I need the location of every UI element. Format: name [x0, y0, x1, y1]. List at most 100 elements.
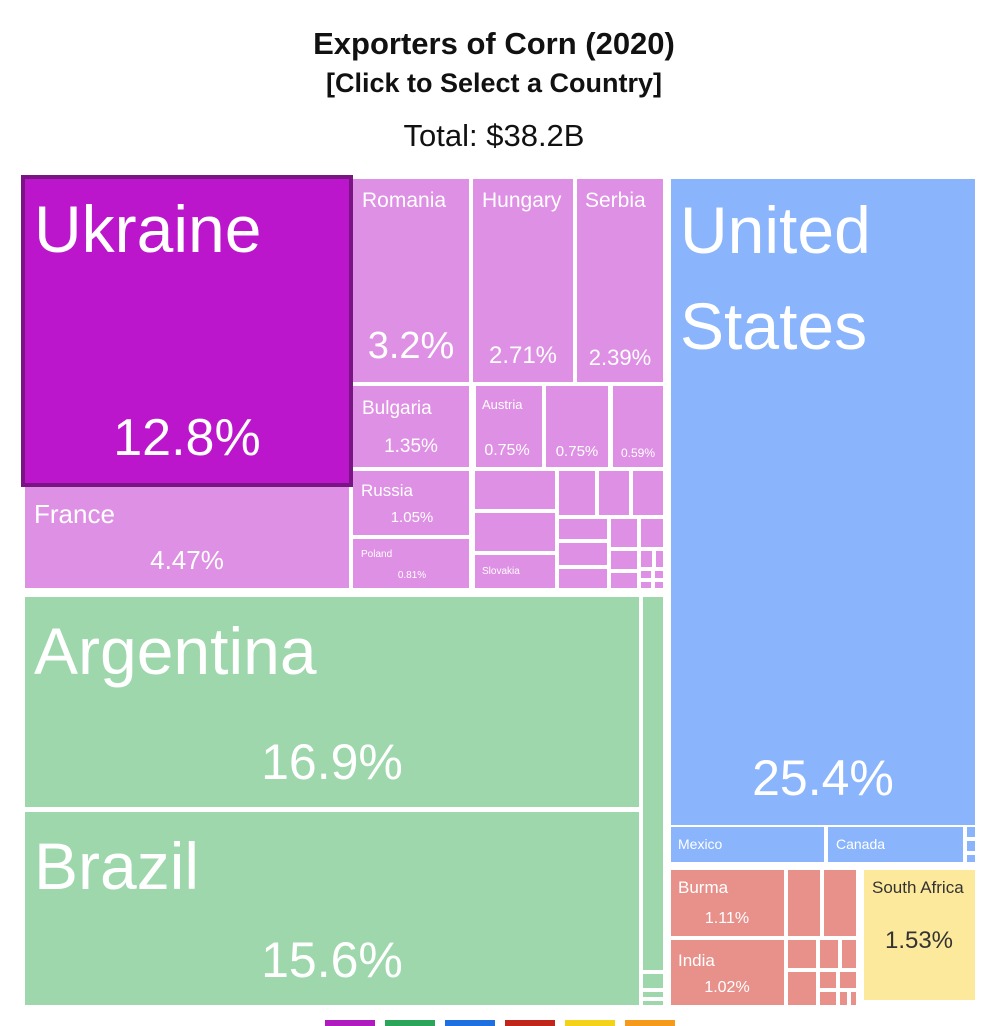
tile-rect[interactable]	[473, 553, 557, 590]
tile-rect[interactable]	[965, 853, 977, 864]
treemap-tile-burma[interactable]: Burma 1.11%	[669, 868, 786, 938]
tile-rect[interactable]	[597, 469, 631, 517]
treemap-tile-minor[interactable]	[653, 569, 665, 580]
treemap-tile-mexico[interactable]: Mexico	[669, 825, 826, 864]
treemap-tile-minor[interactable]	[557, 469, 597, 517]
tile-rect[interactable]	[654, 549, 665, 569]
treemap-tile-united-states[interactable]: United States 25.4%	[669, 177, 977, 827]
treemap-tile-minor[interactable]	[822, 868, 858, 938]
treemap-tile-minor[interactable]	[639, 580, 653, 590]
tile-rect[interactable]	[838, 970, 858, 990]
tile-rect[interactable]	[653, 580, 665, 590]
tile-rect[interactable]	[826, 825, 965, 864]
treemap-tile-austria[interactable]: Austria 0.75%	[474, 384, 544, 469]
treemap-tile-minor[interactable]	[639, 569, 653, 580]
treemap-tile-france[interactable]: France 4.47%	[23, 485, 351, 590]
treemap-tile-minor[interactable]	[786, 938, 818, 970]
treemap-tile-minor[interactable]	[786, 970, 818, 1007]
tile-rect[interactable]	[669, 938, 786, 1007]
treemap-tile-minor[interactable]	[965, 825, 977, 839]
treemap-tile-minor[interactable]	[786, 868, 822, 938]
treemap-tile-canada[interactable]: Canada	[826, 825, 965, 864]
tile-rect[interactable]	[641, 999, 665, 1007]
tile-rect[interactable]	[849, 990, 858, 1007]
treemap-tile-minor[interactable]	[838, 990, 849, 1007]
treemap-tile-india[interactable]: India 1.02%	[669, 938, 786, 1007]
treemap-tile-minor[interactable]	[653, 580, 665, 590]
treemap-tile-slovakia[interactable]: Slovakia	[473, 553, 557, 590]
tile-rect[interactable]	[786, 868, 822, 938]
treemap-tile-minor[interactable]	[641, 999, 665, 1007]
treemap-tile-minor[interactable]	[609, 517, 639, 549]
tile-rect[interactable]	[557, 517, 609, 541]
tile-rect[interactable]	[838, 990, 849, 1007]
treemap-tile-brazil[interactable]: Brazil 15.6%	[23, 810, 641, 1007]
treemap-tile-minor[interactable]	[641, 990, 665, 999]
tile-rect[interactable]	[840, 938, 858, 970]
tile-rect[interactable]	[786, 938, 818, 970]
tile-rect[interactable]	[544, 384, 610, 469]
tile-rect[interactable]	[639, 549, 654, 569]
tile-rect[interactable]	[862, 868, 977, 1002]
treemap-tile-minor[interactable]	[473, 469, 557, 511]
tile-rect[interactable]	[471, 177, 575, 384]
treemap-tile-minor[interactable]	[818, 938, 840, 970]
tile-rect[interactable]	[23, 485, 351, 590]
treemap-tile-poland[interactable]: Poland 0.81%	[351, 537, 471, 590]
legend-swatch[interactable]	[325, 1020, 375, 1026]
tile-rect[interactable]	[351, 177, 471, 384]
treemap-tile-argentina[interactable]: Argentina 16.9%	[23, 595, 641, 809]
tile-rect[interactable]	[351, 537, 471, 590]
tile-rect[interactable]	[557, 567, 609, 590]
tile-rect[interactable]	[23, 595, 641, 809]
tile-rect[interactable]	[641, 990, 665, 999]
treemap-tile-minor[interactable]	[849, 990, 858, 1007]
treemap-tile-south-africa[interactable]: South Africa 1.53%	[862, 868, 977, 1002]
legend-swatch[interactable]	[505, 1020, 555, 1026]
legend-swatch[interactable]	[385, 1020, 435, 1026]
treemap-tile-minor[interactable]	[838, 970, 858, 990]
treemap-tile-minor[interactable]	[641, 595, 665, 972]
treemap-tile-serbia[interactable]: Serbia 2.39%	[575, 177, 665, 384]
tile-rect[interactable]	[473, 511, 557, 553]
treemap-tile-minor[interactable]	[557, 517, 609, 541]
tile-rect[interactable]	[474, 384, 544, 469]
treemap-tile-minor[interactable]	[609, 571, 639, 590]
tile-rect[interactable]	[557, 541, 609, 567]
treemap-tile-minor[interactable]	[965, 853, 977, 864]
treemap-tile-minor[interactable]	[641, 972, 665, 990]
tile-rect[interactable]	[818, 938, 840, 970]
tile-rect[interactable]	[669, 825, 826, 864]
treemap-tile-minor[interactable]	[473, 511, 557, 553]
legend-swatch[interactable]	[445, 1020, 495, 1026]
tile-rect[interactable]	[639, 580, 653, 590]
treemap-tile-minor[interactable]	[818, 970, 838, 990]
tile-rect[interactable]	[818, 970, 838, 990]
treemap-tile-romania[interactable]: Romania 3.2%	[351, 177, 471, 384]
treemap-tile-minor[interactable]	[818, 990, 838, 1007]
tile-rect[interactable]	[639, 517, 665, 549]
tile-rect[interactable]	[609, 571, 639, 590]
treemap-tile-minor[interactable]	[639, 549, 654, 569]
tile-rect[interactable]	[965, 825, 977, 839]
tile-rect[interactable]	[351, 469, 471, 537]
treemap-tile-minor[interactable]	[654, 549, 665, 569]
treemap-tile-bulgaria[interactable]: Bulgaria 1.35%	[351, 384, 471, 469]
tile-rect[interactable]	[786, 970, 818, 1007]
tile-rect[interactable]	[611, 384, 665, 469]
treemap-tile-minor[interactable]	[597, 469, 631, 517]
treemap-tile-minor[interactable]	[840, 938, 858, 970]
tile-rect[interactable]	[669, 868, 786, 938]
tile-rect[interactable]	[609, 549, 639, 571]
treemap-tile-ukraine[interactable]: Ukraine 12.8%	[23, 177, 351, 485]
tile-rect[interactable]	[557, 469, 597, 517]
treemap-tile-unnamed-8[interactable]: 0.59%	[611, 384, 665, 469]
treemap-tile-minor[interactable]	[609, 549, 639, 571]
tile-rect[interactable]	[639, 569, 653, 580]
tile-rect[interactable]	[965, 839, 977, 853]
treemap-tile-russia[interactable]: Russia 1.05%	[351, 469, 471, 537]
treemap-tile-minor[interactable]	[639, 517, 665, 549]
tile-rect[interactable]	[818, 990, 838, 1007]
tile-rect[interactable]	[641, 972, 665, 990]
treemap-tile-minor[interactable]	[557, 567, 609, 590]
